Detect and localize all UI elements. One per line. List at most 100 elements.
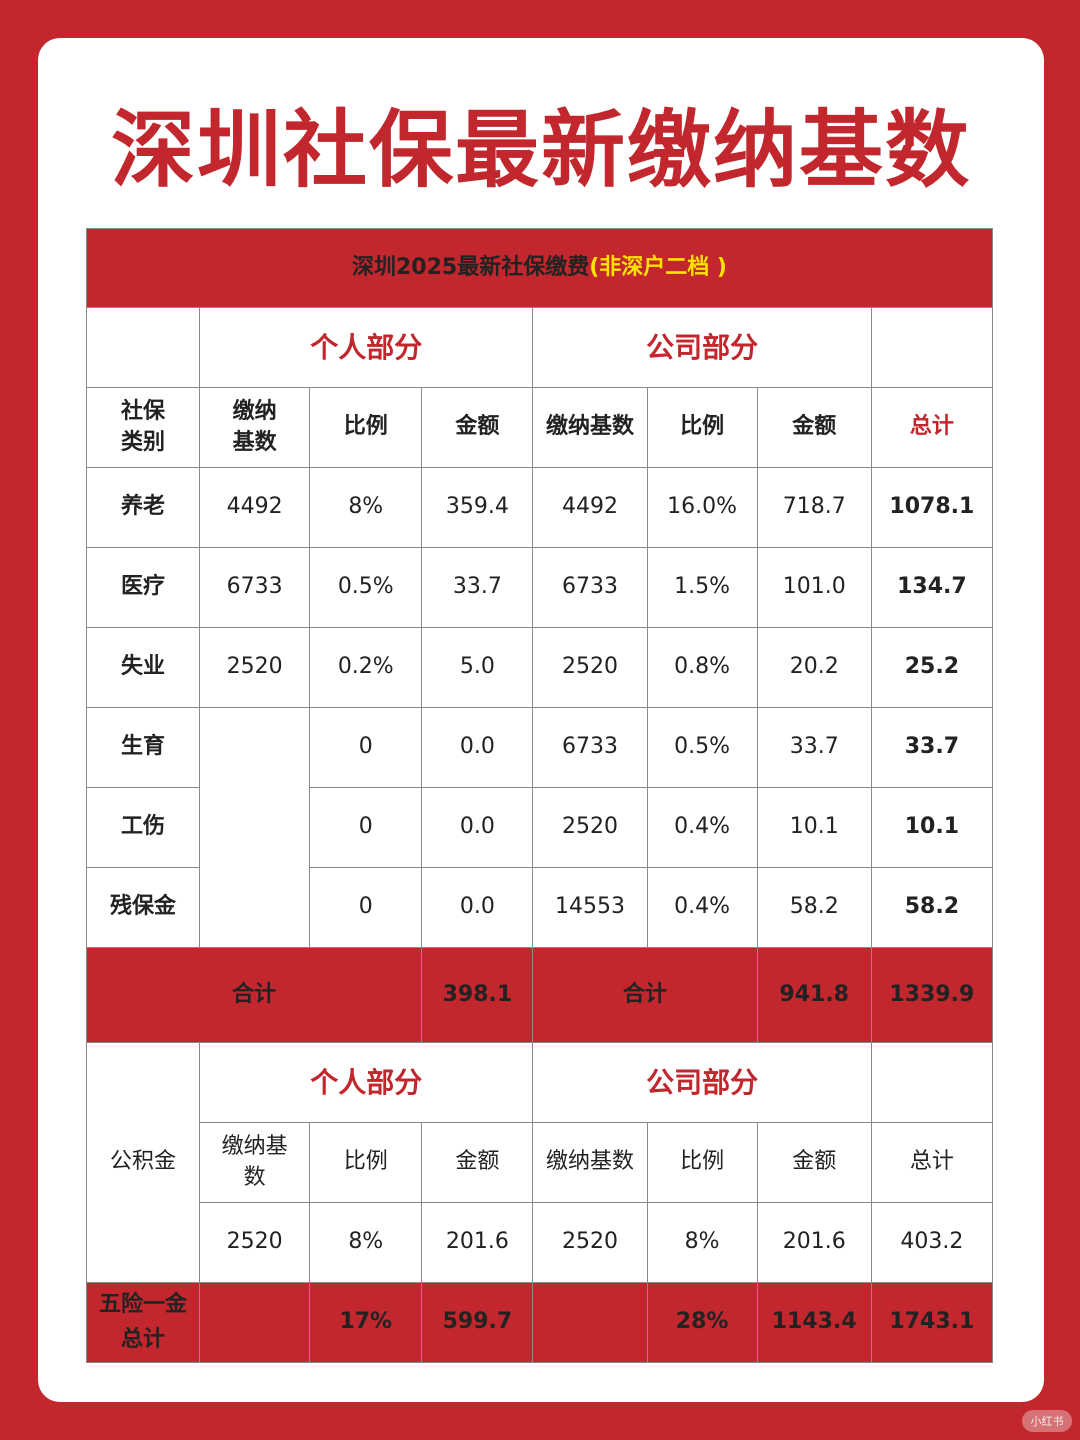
personal-base: 2520 xyxy=(199,627,311,708)
personal-ratio: 0 xyxy=(309,707,423,788)
row-total: 10.1 xyxy=(870,787,994,868)
banner-main: 深圳2025最新社保缴费 xyxy=(351,254,590,280)
personal-ratio: 0 xyxy=(309,787,423,868)
empty-cell xyxy=(532,1282,648,1363)
header-personal-amount: 金额 xyxy=(421,387,534,468)
company-base: 14553 xyxy=(532,867,648,948)
row-total: 25.2 xyxy=(870,627,994,708)
header-company-ratio: 比例 xyxy=(646,387,758,468)
social-insurance-table: 深圳2025最新社保缴费(非深户二档 ) 个人部分 公司部分 社保 类别 缴纳 … xyxy=(85,228,994,1363)
watermark: 小红书 xyxy=(1022,1410,1072,1432)
personal-ratio: 8% xyxy=(309,467,423,548)
personal-section-header: 个人部分 xyxy=(199,1042,534,1123)
row-category: 养老 xyxy=(85,467,201,548)
row-total: 134.7 xyxy=(870,547,994,628)
row-total: 33.7 xyxy=(870,707,994,788)
table-banner: 深圳2025最新社保缴费(非深户二档 ) xyxy=(86,228,993,308)
personal-ratio: 0 xyxy=(309,867,423,948)
hf-personal-amount: 201.6 xyxy=(421,1202,534,1283)
banner-cell: 深圳2025最新社保缴费(非深户二档 ) xyxy=(86,228,993,308)
grand-total: 1743.1 xyxy=(870,1282,994,1363)
company-base: 2520 xyxy=(532,787,648,868)
hf-header-company-amount: 金额 xyxy=(756,1122,872,1203)
housing-fund-label: 公积金 xyxy=(85,1042,201,1283)
company-section-header: 公司部分 xyxy=(532,307,872,388)
row-category: 失业 xyxy=(85,627,201,708)
grand-company-amount: 1143.4 xyxy=(756,1282,872,1363)
company-subtotal-label: 合计 xyxy=(532,947,758,1043)
personal-ratio: 0.5% xyxy=(309,547,423,628)
header-personal-base: 缴纳 基数 xyxy=(199,387,311,468)
hf-company-ratio: 8% xyxy=(646,1202,758,1283)
company-ratio: 1.5% xyxy=(646,547,758,628)
grand-total-label: 五险一金 总计 xyxy=(85,1282,201,1363)
housing-fund-header-row: 缴纳基 数 比例 金额 缴纳基数 比例 金额 总计 xyxy=(87,1122,994,1203)
hf-header-amount: 金额 xyxy=(421,1122,534,1203)
row-category: 工伤 xyxy=(85,787,201,868)
merged-empty-base-cell xyxy=(199,707,311,948)
personal-ratio: 0.2% xyxy=(309,627,423,708)
table-row: 残保金 0 0.0 14553 0.4% 58.2 58.2 xyxy=(85,867,994,948)
grand-company-ratio: 28% xyxy=(646,1282,758,1363)
header-total: 总计 xyxy=(870,387,994,468)
housing-fund-section-row: 公积金 个人部分 公司部分 xyxy=(85,1042,994,1283)
table-row: 工伤 0 0.0 2520 0.4% 10.1 10.1 xyxy=(85,787,994,868)
company-ratio: 0.4% xyxy=(646,787,758,868)
hf-header-ratio: 比例 xyxy=(309,1122,423,1203)
header-personal-ratio: 比例 xyxy=(309,387,423,468)
hf-personal-base: 2520 xyxy=(199,1202,311,1283)
row-category: 残保金 xyxy=(85,867,201,948)
row-category: 医疗 xyxy=(85,547,201,628)
company-ratio: 0.5% xyxy=(646,707,758,788)
personal-subtotal: 398.1 xyxy=(421,947,534,1043)
subtotal-total: 1339.9 xyxy=(870,947,994,1043)
table-row: 失业 2520 0.2% 5.0 2520 0.8% 20.2 25.2 xyxy=(85,627,994,708)
table-row: 生育 0 0.0 6733 0.5% 33.7 33.7 xyxy=(85,707,994,948)
company-amount: 33.7 xyxy=(756,707,872,788)
hf-total: 403.2 xyxy=(870,1202,994,1283)
personal-base: 4492 xyxy=(199,467,311,548)
personal-amount: 0.0 xyxy=(421,867,534,948)
empty-cell xyxy=(85,307,201,388)
subtotal-row: 合计 398.1 合计 941.8 1339.9 xyxy=(85,947,994,1043)
company-amount: 718.7 xyxy=(756,467,872,548)
hf-header-company-ratio: 比例 xyxy=(646,1122,758,1203)
company-amount: 101.0 xyxy=(756,547,872,628)
table-row: 医疗 6733 0.5% 33.7 6733 1.5% 101.0 134.7 xyxy=(85,547,994,628)
section-header-row: 个人部分 公司部分 xyxy=(85,307,994,388)
hf-personal-ratio: 8% xyxy=(309,1202,423,1283)
content-card: 深圳社保最新缴纳基数 深圳2025最新社保缴费(非深户二档 ) 个人部分 公司部… xyxy=(38,38,1044,1402)
company-base: 4492 xyxy=(532,467,648,548)
header-company-base: 缴纳基数 xyxy=(532,387,648,468)
grand-total-row: 五险一金 总计 17% 599.7 28% 1143.4 1743.1 xyxy=(85,1282,994,1363)
personal-amount: 33.7 xyxy=(421,547,534,628)
company-subtotal: 941.8 xyxy=(756,947,872,1043)
personal-amount: 0.0 xyxy=(421,707,534,788)
personal-section-header: 个人部分 xyxy=(199,307,534,388)
grand-personal-amount: 599.7 xyxy=(421,1282,534,1363)
personal-amount: 359.4 xyxy=(421,467,534,548)
header-company-amount: 金额 xyxy=(756,387,872,468)
hf-company-base: 2520 xyxy=(532,1202,648,1283)
row-category: 生育 xyxy=(85,707,201,788)
empty-cell xyxy=(199,1282,311,1363)
personal-subtotal-label: 合计 xyxy=(85,947,423,1043)
banner-highlight: (非深户二档 ) xyxy=(589,254,727,280)
page-title: 深圳社保最新缴纳基数 xyxy=(110,101,971,199)
company-amount: 20.2 xyxy=(756,627,872,708)
company-amount: 10.1 xyxy=(756,787,872,868)
header-category: 社保 类别 xyxy=(85,387,201,468)
row-total: 1078.1 xyxy=(870,467,994,548)
housing-fund-data-row: 2520 8% 201.6 2520 8% 201.6 403.2 xyxy=(87,1202,994,1283)
empty-cell xyxy=(870,1042,994,1123)
hf-header-total: 总计 xyxy=(870,1122,994,1203)
company-ratio: 16.0% xyxy=(646,467,758,548)
column-header-row: 社保 类别 缴纳 基数 比例 金额 缴纳基数 比例 金额 总计 xyxy=(85,387,994,468)
hf-company-amount: 201.6 xyxy=(756,1202,872,1283)
hf-header-base: 缴纳基 数 xyxy=(199,1122,311,1203)
table-row: 养老 4492 8% 359.4 4492 16.0% 718.7 1078.1 xyxy=(85,467,994,548)
personal-amount: 0.0 xyxy=(421,787,534,868)
grand-personal-ratio: 17% xyxy=(309,1282,423,1363)
company-ratio: 0.4% xyxy=(646,867,758,948)
company-base: 2520 xyxy=(532,627,648,708)
